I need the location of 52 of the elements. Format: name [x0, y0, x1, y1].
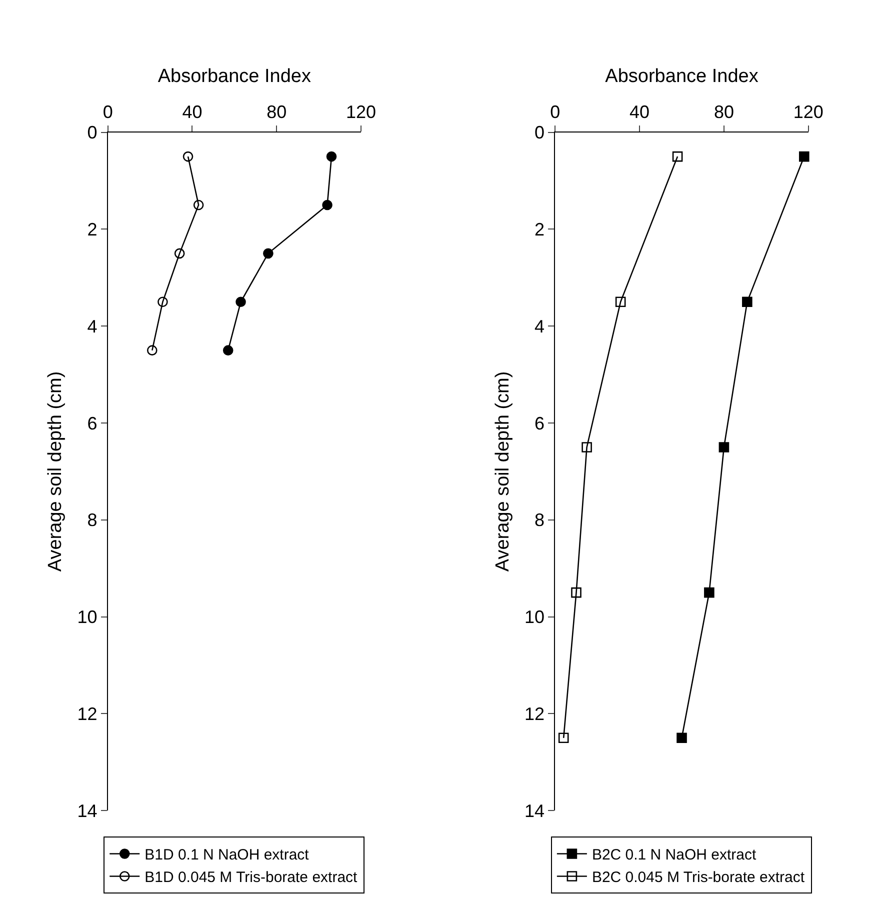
y-tick-label: 8 [534, 510, 545, 530]
y-tick-label: 4 [534, 316, 545, 336]
point [158, 296, 168, 308]
point [147, 345, 158, 356]
point [676, 732, 687, 744]
x-tick-label: 120 [793, 102, 824, 122]
point [263, 248, 274, 259]
y-tick-label: 2 [87, 220, 98, 240]
point [798, 151, 810, 162]
y-tick-label: 12 [77, 704, 98, 724]
legend-label: B2C 0.1 N NaOH extract [592, 846, 757, 864]
point [174, 248, 185, 259]
y-tick-label: 12 [524, 704, 545, 724]
y-tick-label: 10 [524, 607, 545, 628]
y-tick-label: 14 [77, 800, 98, 821]
y-tick-label: 0 [87, 122, 98, 143]
x-tick-label: 0 [550, 102, 560, 122]
y-tick-label: 8 [87, 510, 98, 530]
point [182, 151, 194, 162]
x-axis-title: Absorbance Index [158, 66, 312, 87]
x-tick-label: 120 [346, 102, 376, 122]
legend-label: B1D 0.045 M Tris-borate extract [144, 869, 358, 886]
point [326, 151, 337, 162]
legend-label: B1D 0.1 N NaOH extract [144, 846, 310, 864]
x-axis-title: Absorbance Index [605, 66, 759, 87]
point [236, 296, 246, 308]
point [582, 442, 592, 452]
point [718, 442, 730, 452]
point [222, 345, 234, 356]
point [704, 587, 714, 598]
y-axis-title: Average soil depth (cm) [45, 371, 66, 572]
point [571, 587, 582, 598]
y-tick-label: 2 [534, 220, 545, 240]
x-tick-label: 0 [102, 102, 113, 122]
x-tick-label: 40 [182, 102, 202, 122]
point [672, 151, 683, 162]
y-tick-label: 6 [534, 413, 545, 434]
legend-label: B2C 0.045 M Tris-borate extract [592, 869, 806, 886]
y-tick-label: 4 [87, 316, 98, 336]
point [615, 296, 626, 308]
x-tick-label: 80 [266, 102, 287, 122]
y-axis-title: Average soil depth (cm) [492, 371, 514, 572]
x-tick-label: 80 [714, 102, 734, 122]
point [558, 732, 569, 744]
point [322, 200, 332, 210]
y-tick-label: 14 [524, 800, 545, 821]
x-tick-label: 40 [630, 102, 650, 122]
point [742, 296, 752, 308]
y-tick-label: 6 [87, 413, 98, 434]
y-tick-label: 10 [77, 607, 98, 628]
y-tick-label: 0 [534, 122, 545, 143]
point [193, 200, 204, 210]
